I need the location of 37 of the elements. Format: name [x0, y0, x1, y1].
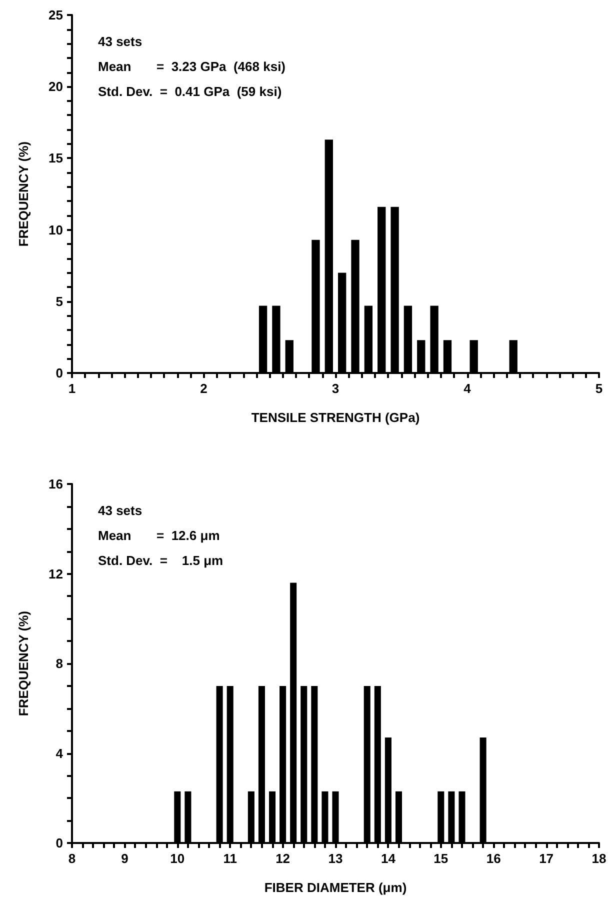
- annotation: 43 sets: [98, 34, 142, 49]
- x-tick-label: 12: [276, 851, 290, 866]
- x-tick-label: 1: [68, 381, 76, 396]
- x-tick-label: 10: [170, 851, 185, 866]
- y-tick-label: 4: [56, 746, 64, 761]
- x-tick-label: 2: [200, 381, 208, 396]
- x-tick-label: 11: [223, 851, 237, 866]
- y-axis-title: FREQUENCY (%): [16, 141, 31, 247]
- y-tick-label: 10: [48, 222, 63, 238]
- x-tick-label: 18: [592, 851, 606, 866]
- y-axis-title: FREQUENCY (%): [16, 610, 31, 716]
- annotation: Std. Dev. = 0.41 GPa (59 ksi): [98, 84, 282, 99]
- annotation: Mean = 3.23 GPa (468 ksi): [98, 59, 286, 74]
- y-tick-label: 8: [56, 656, 63, 671]
- x-tick-label: 3: [332, 381, 340, 396]
- y-tick-label: 0: [56, 366, 63, 380]
- annotation: Mean = 12.6 μm: [98, 528, 220, 543]
- x-tick-label: 9: [121, 851, 128, 866]
- y-tick-label: 16: [48, 476, 63, 492]
- x-tick-label: 5: [595, 381, 603, 396]
- x-tick-label: 4: [464, 381, 472, 396]
- x-tick-label: 17: [539, 851, 554, 866]
- x-tick-label: 13: [328, 851, 343, 866]
- annotation: Std. Dev. = 1.5 μm: [98, 553, 224, 568]
- x-tick-label: 8: [68, 851, 76, 866]
- y-tick-label: 20: [48, 79, 63, 94]
- x-tick-label: 15: [434, 851, 448, 866]
- y-tick-label: 15: [48, 150, 63, 166]
- x-tick-label: 14: [380, 851, 396, 866]
- x-tick-label: 16: [486, 851, 501, 866]
- annotation: 43 sets: [98, 503, 142, 518]
- x-axis-title: TENSILE STRENGTH (GPa): [251, 410, 420, 425]
- x-axis-title: FIBER DIAMETER (μm): [264, 880, 407, 895]
- y-tick-label: 0: [56, 836, 63, 850]
- y-tick-label: 12: [48, 566, 63, 582]
- y-tick-label: 25: [48, 8, 63, 22]
- y-tick-label: 5: [56, 294, 63, 309]
